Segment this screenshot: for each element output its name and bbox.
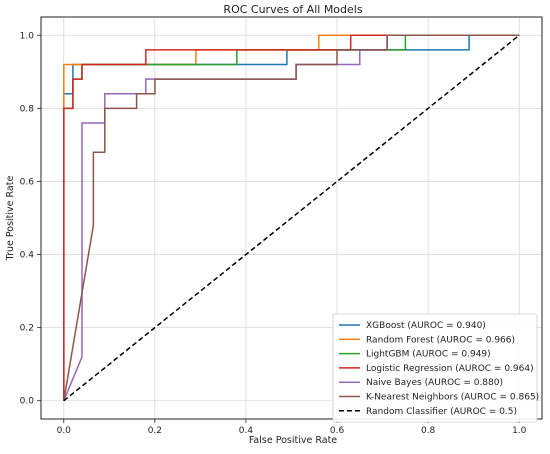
series-line-3 (63, 34, 520, 401)
y-tick-label: 0.0 (20, 397, 35, 407)
y-axis-label: True Positive Rate (5, 176, 16, 262)
legend-label-4: Naive Bayes (AUROC = 0.880) (366, 378, 503, 388)
x-tick-label: 0.4 (239, 426, 254, 436)
y-tick-label: 0.2 (20, 324, 34, 334)
x-tick-label: 0.6 (330, 426, 345, 436)
legend-label-3: Logistic Regression (AUROC = 0.964) (366, 364, 534, 374)
chart-title: ROC Curves of All Models (223, 3, 362, 16)
series-line-6 (63, 34, 520, 402)
x-tick-label: 0.0 (57, 426, 72, 436)
x-tick-label: 0.8 (421, 426, 436, 436)
series-line-0 (63, 34, 520, 401)
y-tick-label: 1.0 (20, 31, 35, 41)
legend-label-5: K-Nearest Neighbors (AUROC = 0.865) (366, 393, 539, 403)
legend: XGBoost (AUROC = 0.940) Random Forest (AU… (332, 313, 539, 423)
y-tick-label: 0.8 (20, 104, 35, 114)
x-axis-label: False Positive Rate (249, 435, 337, 446)
legend-label-1: Random Forest (AUROC = 0.966) (366, 335, 515, 345)
series-line-5 (63, 34, 520, 401)
legend-label-0: XGBoost (AUROC = 0.940) (366, 321, 486, 331)
y-tick-label: 0.6 (20, 177, 35, 187)
axes-frame (40, 16, 543, 420)
x-tick-label: 0.2 (148, 426, 162, 436)
legend-label-2: LightGBM (AUROC = 0.949) (366, 350, 491, 360)
legend-box (332, 313, 538, 423)
x-tick-label: 1.0 (512, 426, 527, 436)
legend-label-6: Random Classifier (AUROC = 0.5) (366, 407, 517, 417)
plot-area: 0.0 0.2 0.4 0.6 0.8 1.0 0.0 0.2 0.4 0.6 0.8 1.0 (20, 16, 543, 436)
y-tick-label: 0.4 (20, 251, 35, 261)
